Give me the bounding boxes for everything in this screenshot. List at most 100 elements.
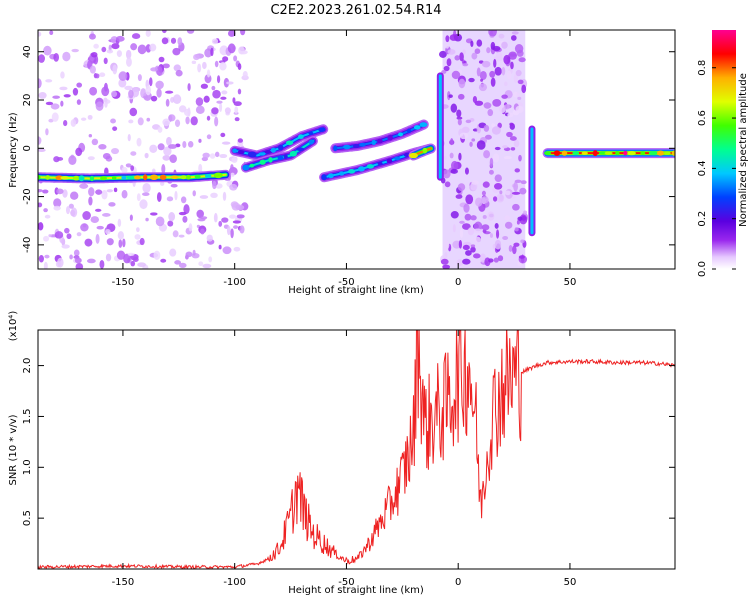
x-tick-label: -100 (223, 577, 246, 588)
ridge-blob (592, 150, 598, 157)
colorbar: 0.0 0.2 0.4 0.6 0.8 Normalized spectral ampl… (697, 30, 749, 277)
noise-blob (102, 153, 111, 160)
noise-blob (90, 51, 98, 58)
noise-blob (129, 107, 138, 117)
noise-blob (455, 194, 463, 199)
noise-blob (172, 47, 181, 56)
noise-blob (450, 103, 458, 113)
ridge-blob (656, 150, 665, 156)
noise-blob (89, 86, 98, 96)
ridge-blob (264, 150, 272, 154)
noise-blob (456, 109, 462, 118)
noise-blob (59, 86, 68, 91)
noise-blob (63, 120, 68, 127)
noise-blob (87, 114, 93, 120)
noise-blob (102, 213, 111, 217)
noise-blob (115, 35, 125, 42)
noise-blob (168, 114, 176, 122)
ridge-blob (126, 175, 135, 180)
noise-blob (197, 63, 202, 73)
noise-blob (150, 67, 159, 72)
noise-blob (465, 119, 472, 124)
noise-blob (521, 84, 527, 94)
noise-blob (511, 191, 521, 195)
noise-blob (504, 190, 511, 196)
snr-y-label: SNR (10 * v/v) (8, 414, 19, 485)
ridge-blob (561, 150, 568, 156)
noise-blob (211, 107, 219, 115)
noise-blob (211, 85, 216, 91)
noise-blob (502, 145, 508, 149)
noise-blob (38, 222, 44, 231)
noise-blob (464, 213, 472, 221)
noise-blob (514, 43, 524, 54)
noise-blob (499, 190, 503, 195)
noise-blob (206, 234, 213, 242)
noise-blob (222, 56, 229, 62)
noise-blob (450, 168, 458, 174)
noise-blob (143, 95, 149, 99)
noise-blob (233, 246, 241, 252)
noise-blob (127, 133, 131, 142)
noise-blob (160, 258, 167, 263)
noise-blob (60, 71, 65, 79)
y-tick-label: 2.0 (22, 358, 33, 374)
colorbar-gradient (712, 30, 736, 269)
noise-blob (185, 251, 193, 258)
noise-blob (95, 233, 100, 244)
ridge-blob (377, 138, 383, 144)
ridge-blob (366, 164, 375, 169)
noise-blob (160, 181, 165, 186)
noise-blob (137, 74, 142, 82)
noise-blob (481, 60, 491, 68)
ridge-blob (247, 151, 257, 158)
noise-blob (156, 88, 162, 98)
noise-blob (230, 164, 234, 172)
noise-blob (96, 225, 104, 230)
noise-blob (514, 179, 522, 183)
noise-blob (191, 60, 197, 65)
noise-blob (509, 136, 517, 141)
noise-blob (202, 61, 207, 70)
noise-blob (508, 51, 518, 60)
ridge-blob (409, 152, 418, 159)
colorbar-tick-label: 0.8 (697, 60, 708, 76)
noise-blob (43, 45, 52, 56)
noise-blob (111, 90, 118, 98)
ridge-blob (308, 139, 314, 145)
noise-blob (489, 70, 496, 78)
noise-blob (504, 215, 511, 221)
noise-blob (177, 37, 183, 46)
noise-blob (457, 93, 465, 100)
noise-blob (237, 63, 242, 71)
noise-blob (38, 148, 46, 153)
noise-blob (513, 73, 519, 83)
noise-blob (95, 101, 104, 111)
noise-blob (45, 79, 53, 83)
noise-blob (180, 196, 187, 204)
noise-blob (136, 227, 140, 233)
noise-blob (483, 124, 490, 132)
noise-blob (443, 247, 448, 251)
noise-blob (449, 152, 454, 159)
noise-blob (450, 160, 459, 171)
noise-blob (450, 138, 454, 146)
noise-blob (88, 196, 93, 206)
noise-blob (489, 169, 494, 175)
ridge-blob (249, 163, 255, 168)
noise-blob (490, 41, 496, 50)
noise-blob (150, 212, 158, 216)
noise-blob (492, 30, 497, 36)
ridge-blob (413, 125, 421, 130)
noise-blob (108, 202, 116, 207)
noise-blob (495, 229, 500, 239)
noise-blob (202, 263, 212, 269)
noise-blob (221, 141, 231, 145)
noise-blob (134, 234, 141, 240)
noise-blob (146, 117, 151, 122)
noise-blob (62, 51, 71, 62)
noise-blob (212, 89, 221, 99)
ridge-blob (242, 164, 250, 171)
noise-blob (482, 215, 487, 219)
noise-blob (504, 103, 510, 110)
